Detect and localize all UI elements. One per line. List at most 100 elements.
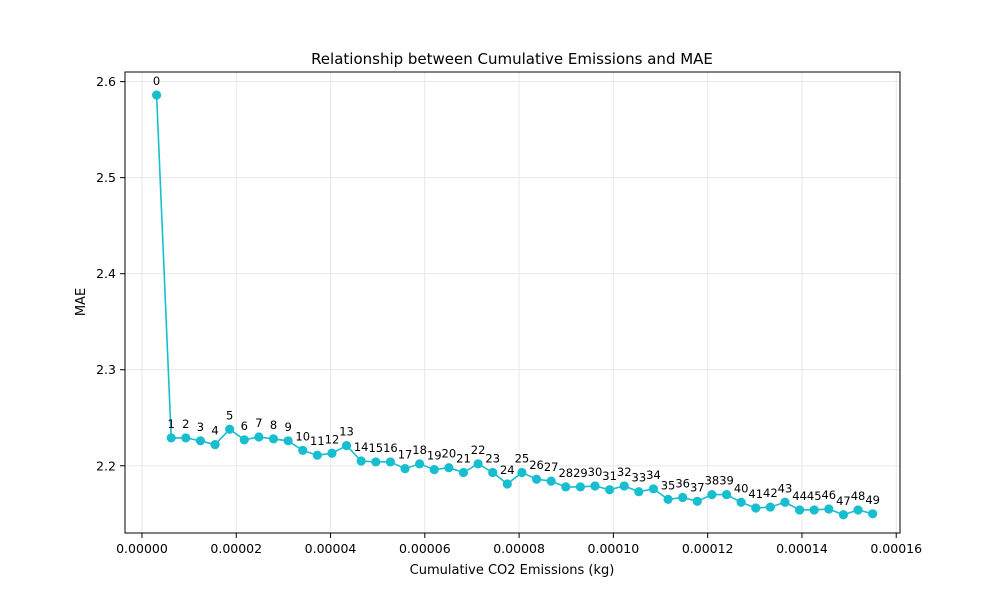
data-label: 41 <box>748 487 763 501</box>
y-tick-label: 2.5 <box>96 170 116 185</box>
data-point <box>678 492 688 503</box>
data-label: 22 <box>471 443 486 457</box>
data-label: 14 <box>354 440 369 454</box>
y-tick-label: 2.2 <box>96 458 116 473</box>
data-point <box>268 434 279 444</box>
data-label: 35 <box>661 478 676 492</box>
grid <box>125 72 900 533</box>
data-label: 31 <box>602 469 617 483</box>
data-label: 21 <box>456 451 471 465</box>
data-point <box>166 433 176 443</box>
data-label: 13 <box>339 425 354 439</box>
data-point <box>780 497 790 507</box>
x-tick-label: 0.00016 <box>870 541 922 556</box>
x-tick-label: 0.00002 <box>210 541 262 556</box>
x-tick-label: 0.00010 <box>588 541 640 556</box>
data-label: 30 <box>588 465 603 479</box>
data-point <box>605 485 615 495</box>
data-point <box>502 479 512 489</box>
data-label: 32 <box>617 465 632 479</box>
data-point <box>195 436 206 446</box>
data-label: 2 <box>182 417 189 431</box>
data-point <box>824 504 834 514</box>
data-label: 5 <box>226 408 233 422</box>
data-label: 10 <box>295 429 310 443</box>
data-label: 9 <box>284 420 291 434</box>
data-point <box>225 424 235 434</box>
x-tick-label: 0.00004 <box>305 541 357 556</box>
data-label: 34 <box>646 468 661 482</box>
x-axis-label: Cumulative CO2 Emissions (kg) <box>410 563 615 578</box>
x-tick-label: 0.00014 <box>776 541 828 556</box>
x-tick-label: 0.00000 <box>116 541 168 556</box>
data-point <box>458 467 469 478</box>
data-point <box>151 90 162 100</box>
data-label: 28 <box>558 466 573 480</box>
data-point <box>648 484 659 494</box>
y-axis-label: MAE <box>74 288 89 316</box>
data-point <box>429 465 439 475</box>
data-label: 37 <box>690 480 705 494</box>
data-point <box>356 456 366 466</box>
data-point <box>531 474 542 484</box>
data-point <box>838 510 849 520</box>
data-label: 24 <box>500 463 515 477</box>
data-label: 49 <box>865 493 880 507</box>
data-label: 48 <box>851 489 866 503</box>
x-tick-label: 0.00008 <box>493 541 545 556</box>
y-tick-label: 2.3 <box>96 362 116 377</box>
data-label: 12 <box>325 432 340 446</box>
data-point <box>707 489 717 500</box>
data-label: 43 <box>778 481 793 495</box>
data-point <box>415 459 425 469</box>
chart-title: Relationship between Cumulative Emission… <box>311 50 713 68</box>
data-point <box>473 459 483 469</box>
data-label: 40 <box>734 481 749 495</box>
data-point <box>312 450 322 460</box>
x-tick-label: 0.00012 <box>682 541 734 556</box>
data-point <box>692 496 702 506</box>
data-point <box>254 432 264 442</box>
y-axis: 2.2 2.3 2.4 2.5 2.6 <box>96 74 125 473</box>
data-point <box>239 435 249 445</box>
data-label: 3 <box>197 420 204 434</box>
data-point <box>809 505 819 515</box>
data-label: 18 <box>412 443 427 457</box>
data-point <box>517 467 527 478</box>
data-point <box>283 436 293 446</box>
data-label: 46 <box>821 488 836 502</box>
data-label: 23 <box>485 451 500 465</box>
data-label: 16 <box>383 441 398 455</box>
data-label: 27 <box>544 460 559 474</box>
x-tick-label: 0.00006 <box>399 541 451 556</box>
data-point <box>765 502 775 512</box>
data-point <box>868 509 878 519</box>
data-point <box>736 497 746 507</box>
y-tick-label: 2.6 <box>96 74 116 89</box>
data-label: 8 <box>270 418 277 432</box>
data-label: 29 <box>573 466 588 480</box>
y-tick-label: 2.4 <box>96 266 116 281</box>
data-point <box>575 482 585 492</box>
data-label: 4 <box>211 424 218 438</box>
data-label: 15 <box>368 441 383 455</box>
data-label: 25 <box>515 451 530 465</box>
data-point <box>371 457 381 467</box>
data-point <box>444 463 454 473</box>
data-label: 44 <box>792 489 807 503</box>
data-point <box>341 441 352 451</box>
data-point <box>327 448 337 458</box>
data-point <box>181 433 191 443</box>
data-point <box>619 481 629 491</box>
data-point <box>794 505 805 515</box>
plot-frame <box>124 71 901 534</box>
data-point <box>488 467 498 478</box>
data-point <box>634 487 644 497</box>
data-point <box>385 457 396 467</box>
data-label: 38 <box>705 474 720 488</box>
data-label: 6 <box>241 419 248 433</box>
x-axis: 0.00000 0.00002 0.00004 0.00006 0.00008 0.000… <box>116 533 922 556</box>
data-label: 39 <box>719 474 734 488</box>
